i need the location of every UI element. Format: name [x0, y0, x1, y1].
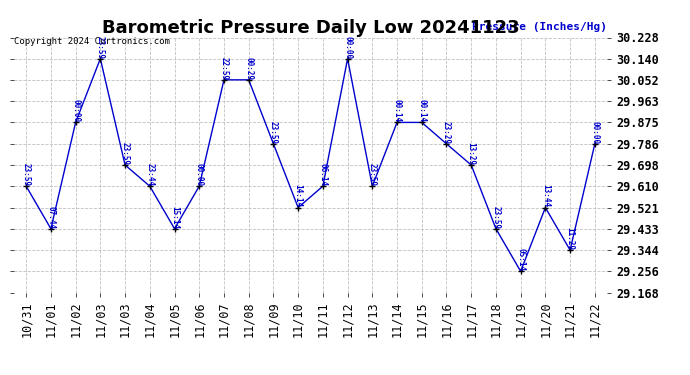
Text: 00:00: 00:00 [343, 36, 352, 58]
Text: 07:44: 07:44 [46, 206, 55, 229]
Text: 23:59: 23:59 [96, 36, 105, 58]
Text: 23:59: 23:59 [121, 142, 130, 165]
Text: 06:14: 06:14 [318, 163, 327, 186]
Text: 00:14: 00:14 [393, 99, 402, 122]
Text: 23:59: 23:59 [368, 163, 377, 186]
Text: Copyright 2024 Curtronics.com: Copyright 2024 Curtronics.com [14, 38, 170, 46]
Text: 23:59: 23:59 [269, 121, 278, 144]
Text: 05:14: 05:14 [516, 248, 525, 272]
Text: 14:14: 14:14 [294, 184, 303, 208]
Text: 23:59: 23:59 [491, 206, 500, 229]
Text: 13:29: 13:29 [466, 142, 475, 165]
Text: 22:59: 22:59 [219, 57, 228, 80]
Text: 00:14: 00:14 [417, 99, 426, 122]
Text: 00:29: 00:29 [244, 57, 253, 80]
Text: 15:14: 15:14 [170, 206, 179, 229]
Text: 23:59: 23:59 [21, 163, 30, 186]
Text: 11:29: 11:29 [566, 227, 575, 250]
Text: 23:44: 23:44 [146, 163, 155, 186]
Text: 00:00: 00:00 [71, 99, 80, 122]
Title: Barometric Pressure Daily Low 20241123: Barometric Pressure Daily Low 20241123 [101, 20, 520, 38]
Text: Pressure (Inches/Hg): Pressure (Inches/Hg) [472, 22, 607, 32]
Text: 13:44: 13:44 [541, 184, 550, 208]
Text: 00:00: 00:00 [591, 121, 600, 144]
Text: 00:00: 00:00 [195, 163, 204, 186]
Text: 23:29: 23:29 [442, 121, 451, 144]
